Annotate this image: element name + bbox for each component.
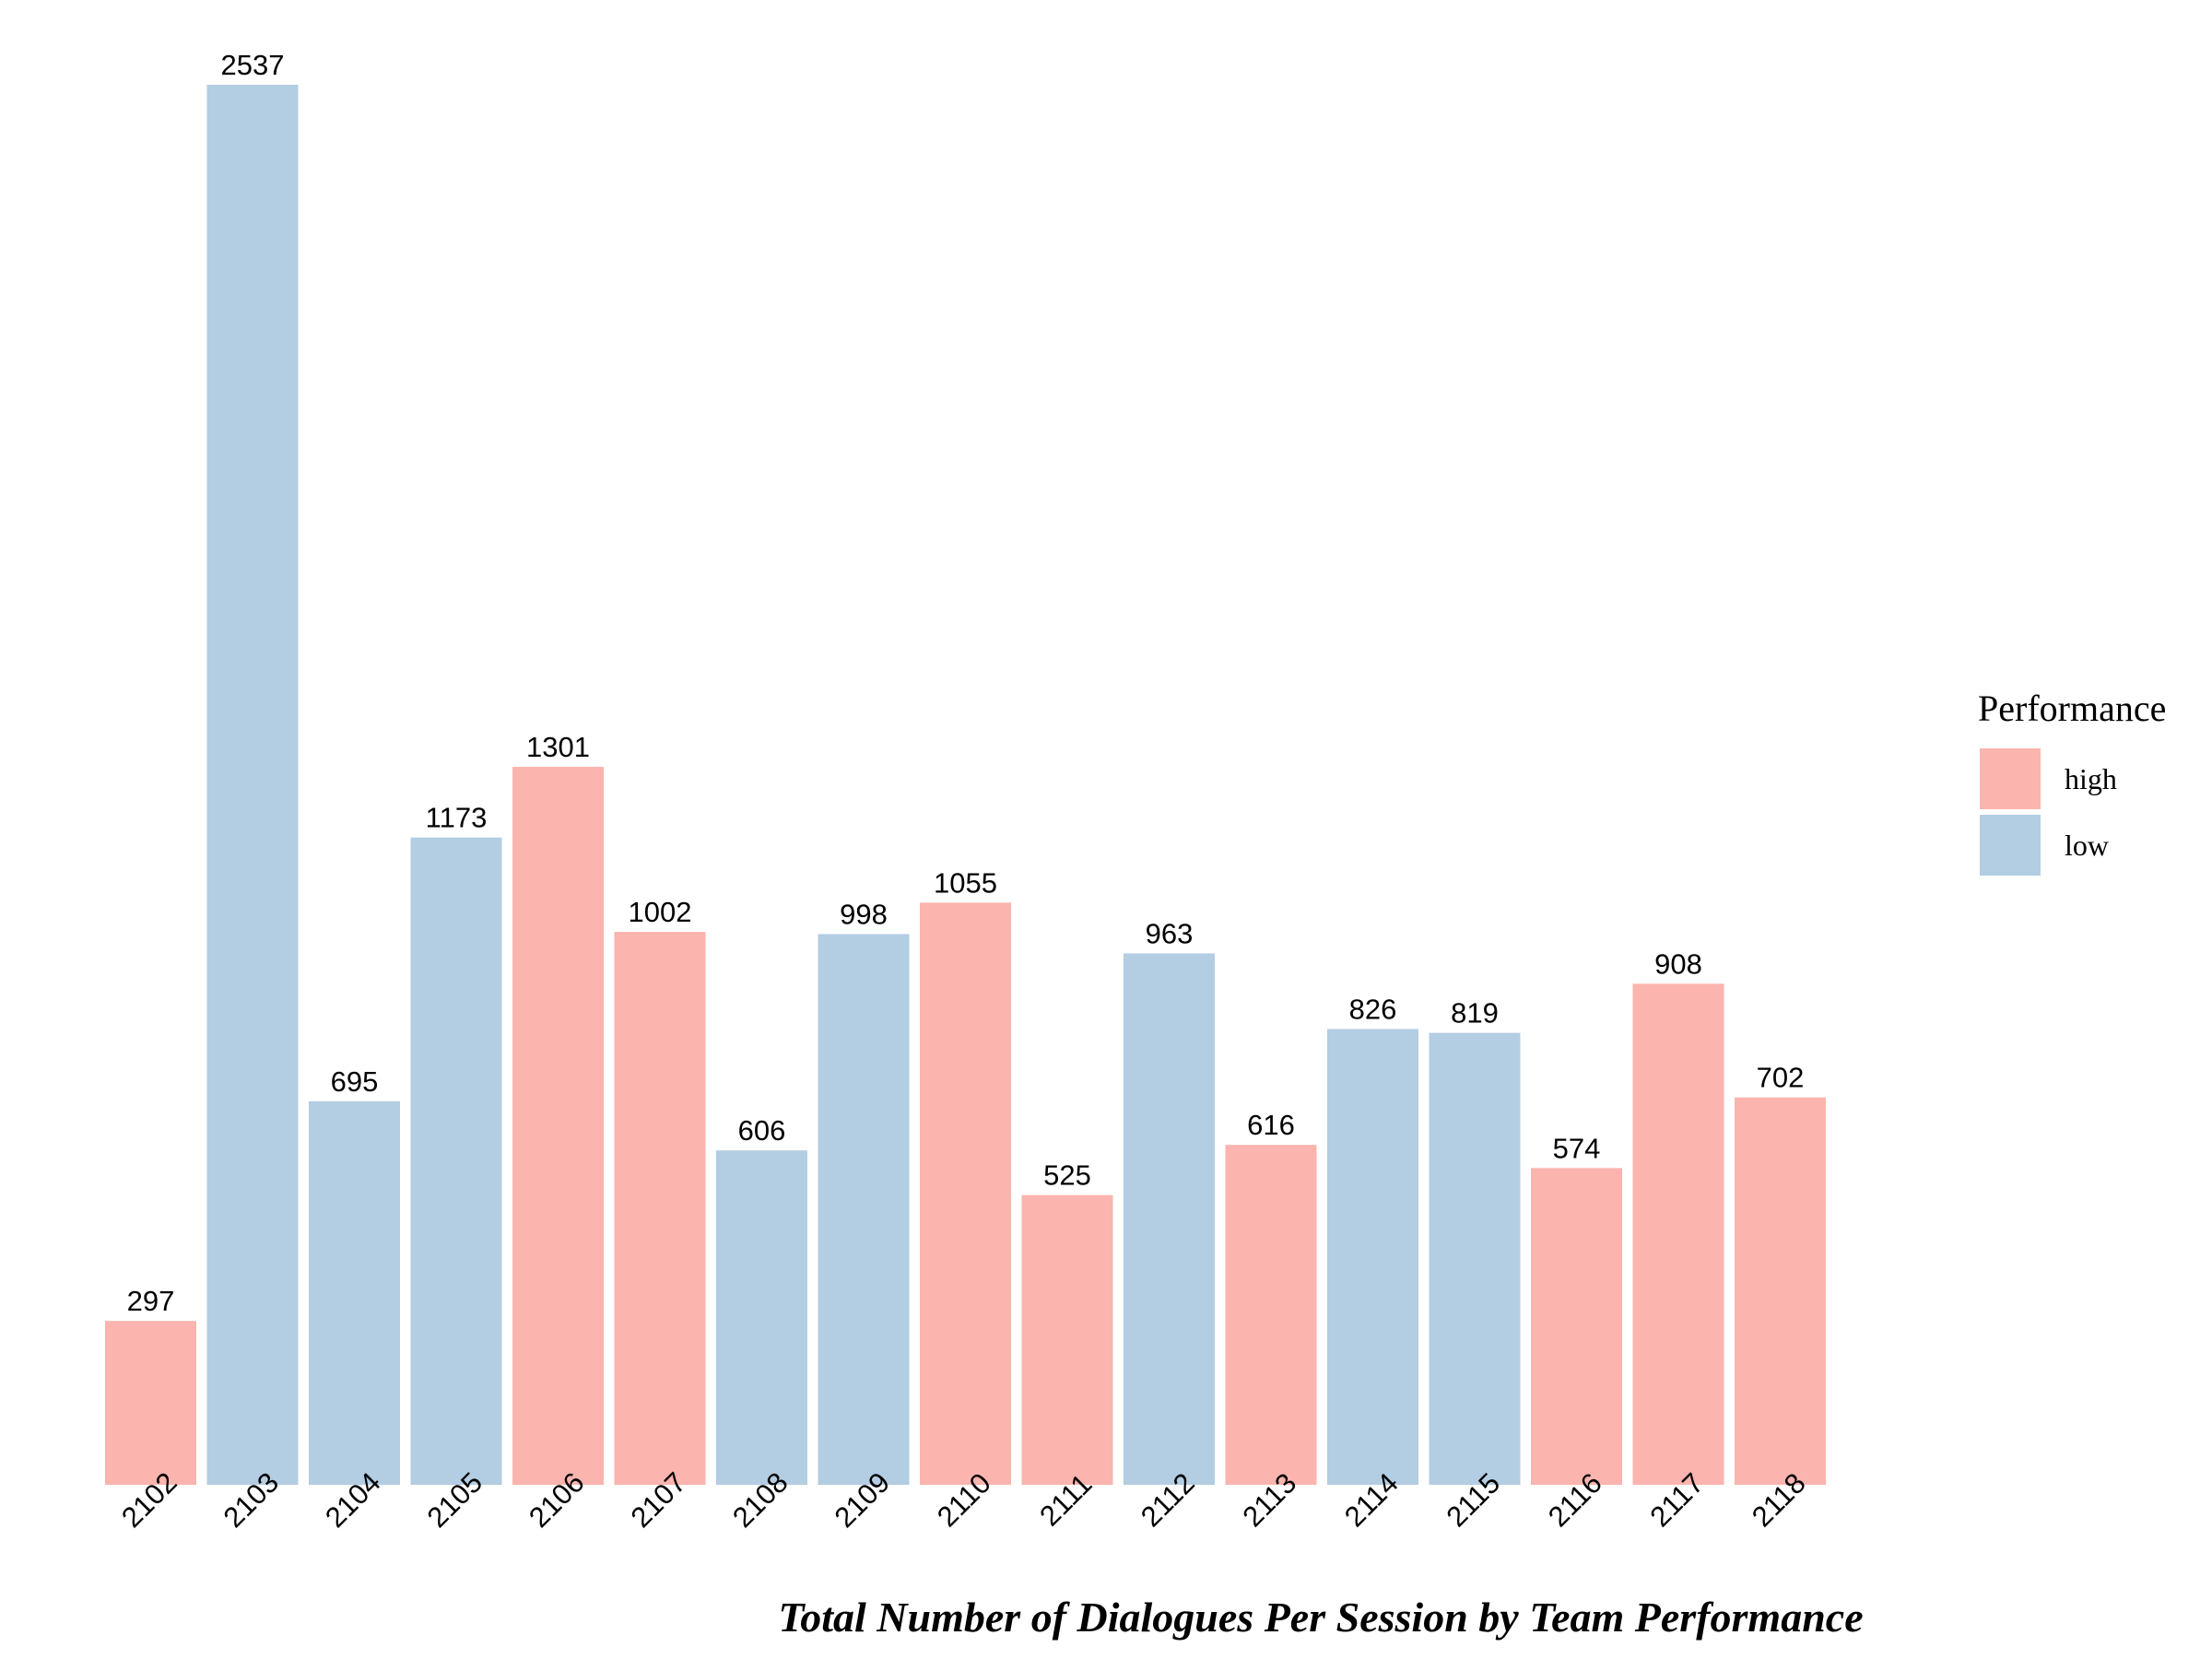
bar-2114: [1327, 1029, 1418, 1485]
bar-2115: [1429, 1032, 1521, 1485]
bar-2116: [1531, 1168, 1622, 1485]
value-label-2112: 963: [1146, 917, 1194, 949]
legend-swatch-high: [1980, 748, 2041, 809]
value-label-2107: 1002: [629, 896, 692, 928]
bar-2103: [206, 85, 299, 1485]
value-label-2103: 2537: [221, 49, 285, 81]
bar-2105: [410, 837, 502, 1485]
value-label-2104: 695: [331, 1065, 379, 1098]
bar-2109: [818, 934, 910, 1485]
bar-2110: [920, 902, 1011, 1485]
value-label-2114: 826: [1349, 993, 1397, 1025]
legend-swatch-low: [1980, 815, 2041, 876]
value-label-2110: 1055: [934, 866, 997, 899]
legend-label-high: high: [2065, 762, 2117, 795]
legend-label-low: low: [2065, 829, 2109, 862]
bar-2117: [1632, 983, 1724, 1485]
value-label-2115: 819: [1451, 997, 1499, 1030]
value-label-2105: 1173: [426, 802, 488, 834]
bar-2112: [1124, 953, 1215, 1485]
value-label-2117: 908: [1654, 947, 1702, 980]
bar-2104: [309, 1100, 400, 1485]
chart-title: Total Number of Dialogues Per Session by…: [778, 1594, 1863, 1641]
bars-group: [105, 85, 1826, 1485]
value-label-2102: 297: [127, 1285, 175, 1317]
legend: Performance high low: [1978, 688, 2166, 876]
value-labels-group: 297 2537 695 1173 1301 1002 606 998 1055 525 963 61…: [127, 49, 1805, 1317]
bar-2102: [105, 1321, 196, 1485]
bar-2108: [716, 1150, 807, 1485]
value-label-2109: 998: [840, 898, 888, 930]
bar-2107: [614, 932, 706, 1485]
legend-title: Performance: [1978, 688, 2166, 729]
value-label-2111: 525: [1043, 1159, 1091, 1192]
bar-2106: [512, 767, 604, 1485]
value-label-2116: 574: [1553, 1132, 1601, 1164]
value-label-2118: 702: [1757, 1062, 1805, 1094]
value-label-2113: 616: [1247, 1109, 1295, 1141]
bar-2113: [1225, 1145, 1317, 1485]
value-label-2108: 606: [738, 1114, 786, 1147]
bar-2111: [1021, 1194, 1113, 1485]
bar-2118: [1735, 1097, 1826, 1485]
value-label-2106: 1301: [526, 731, 590, 763]
